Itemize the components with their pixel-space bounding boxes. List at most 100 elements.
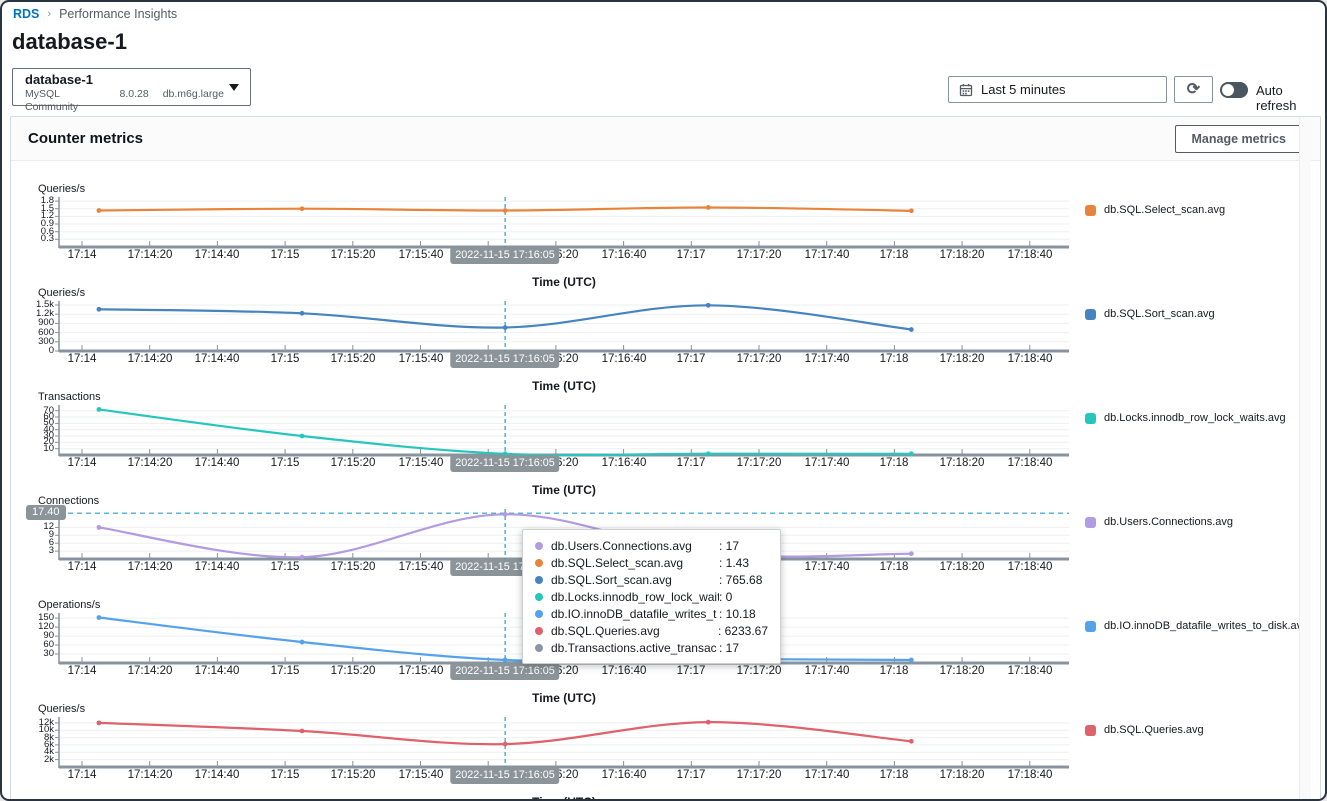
- y-tick-label: 0.3: [40, 233, 54, 245]
- x-tick-label: 17:18:40: [1007, 665, 1053, 677]
- legend-item-select-scan[interactable]: db.SQL.Select_scan.avg: [1085, 204, 1225, 216]
- series-dot-icon: [535, 575, 543, 584]
- time-range-selector[interactable]: Last 5 minutes: [948, 76, 1167, 103]
- x-tick-label: 17:17: [676, 249, 706, 261]
- legend-color-swatch: [1085, 620, 1096, 632]
- x-tick-label: 17:14: [67, 353, 97, 365]
- x-tick-label: 17:15:40: [398, 353, 444, 365]
- y-tick-label: 0: [48, 345, 54, 356]
- database-instance-class: db.m6g.large: [162, 88, 224, 100]
- x-tick-label: 17:14:40: [194, 769, 240, 781]
- y-tick-label: 1.8: [40, 195, 54, 207]
- x-tick-label: 17:17:40: [804, 457, 850, 469]
- x-tick-label: 17:17: [676, 353, 706, 365]
- refresh-button[interactable]: ⟳: [1174, 76, 1213, 103]
- y-tick-label: 90: [43, 630, 54, 642]
- database-selector-dropdown[interactable]: database-1 MySQL Community 8.0.28 db.m6g…: [12, 68, 251, 113]
- legend-item-connections[interactable]: db.Users.Connections.avg: [1085, 516, 1233, 528]
- series-dot-icon: [535, 643, 543, 652]
- legend-label: db.Users.Connections.avg: [1104, 516, 1234, 528]
- x-tick-label: 17:14: [67, 249, 97, 261]
- x-tick-label: 17:15: [270, 769, 300, 781]
- refresh-icon: ⟳: [1186, 80, 1201, 98]
- legend-color-swatch: [1085, 412, 1096, 424]
- x-axis-title: Time (UTC): [532, 691, 596, 705]
- x-tick-label: 17:14:40: [194, 249, 240, 261]
- tooltip-row: db.Transactions.active_transac: 17: [535, 639, 768, 656]
- x-tick-label: 17:14:20: [127, 561, 173, 573]
- x-axis-title: Time (UTC): [532, 795, 596, 799]
- x-tick-label: 17:14:20: [127, 353, 173, 365]
- panel-scrollbar[interactable]: [1299, 117, 1311, 799]
- legend-item-sql-queries[interactable]: db.SQL.Queries.avg: [1085, 724, 1204, 736]
- legend-item-row-lock-waits[interactable]: db.Locks.innodb_row_lock_waits.avg: [1085, 412, 1286, 424]
- x-tick-label: 17:15:40: [398, 561, 444, 573]
- auto-refresh-toggle[interactable]: [1220, 82, 1248, 98]
- x-tick-label: 17:14: [67, 769, 97, 781]
- x-tick-label: 17:15:40: [398, 457, 444, 469]
- database-selector-meta: MySQL Community 8.0.28 db.m6g.large: [25, 88, 224, 114]
- x-tick-label: 17:16:40: [601, 665, 647, 677]
- y-tick-label: 30: [43, 430, 54, 441]
- chart-plot-row-lock-waits[interactable]: [55, 405, 1069, 457]
- x-tick-label: 17:18:20: [939, 665, 985, 677]
- legend-item-sort-scan[interactable]: db.SQL.Sort_scan.avg: [1085, 308, 1215, 320]
- chart-y-axis-title: Queries/s: [38, 183, 86, 195]
- x-tick-label: 17:18:20: [939, 249, 985, 261]
- legend-color-swatch: [1085, 516, 1096, 528]
- manage-metrics-button[interactable]: Manage metrics: [1174, 124, 1303, 153]
- panel-title: Counter metrics: [28, 130, 144, 147]
- x-tick-label: 17:16:40: [601, 353, 647, 365]
- database-selector-name: database-1: [25, 72, 93, 87]
- x-tick-label: 17:17:20: [736, 665, 782, 677]
- tooltip-row: db.SQL.Queries.avg: 6233.67: [535, 622, 768, 639]
- y-tick-label: 70: [43, 404, 54, 416]
- crosshair-time-badge: 2022-11-15 17:16:05: [450, 767, 560, 784]
- x-tick-label: 17:15: [270, 665, 300, 677]
- legend-color-swatch: [1085, 308, 1096, 320]
- x-tick-label: 17:15:40: [398, 769, 444, 781]
- calendar-icon: [959, 83, 973, 96]
- chart-y-axis-title: Operations/s: [38, 599, 101, 611]
- y-tick-label: 50: [43, 417, 54, 429]
- y-tick-label: 1.2: [40, 210, 54, 222]
- series-dot-icon: [535, 592, 543, 601]
- chart-y-axis-title: Connections: [38, 495, 100, 507]
- y-tick-label: 600: [38, 326, 54, 338]
- tooltip-metric-value: : 17: [719, 640, 740, 655]
- x-tick-label: 17:18: [879, 249, 909, 261]
- y-tick-label: 900: [38, 317, 54, 329]
- x-tick-label: 17:14:20: [127, 769, 173, 781]
- x-tick-label: 17:18: [879, 665, 909, 677]
- breadcrumb-current-page: Performance Insights: [59, 7, 178, 21]
- breadcrumb-rds-link[interactable]: RDS: [13, 7, 40, 21]
- x-tick-label: 17:17: [676, 665, 706, 677]
- y-tick-label: 40: [43, 423, 54, 435]
- tooltip-metric-name: db.Transactions.active_transac: [551, 640, 717, 655]
- x-tick-label: 17:18: [879, 457, 909, 469]
- x-tick-label: 17:17:20: [736, 769, 782, 781]
- legend-color-swatch: [1085, 204, 1096, 216]
- tooltip-metric-value: : 17: [719, 538, 740, 553]
- x-tick-label: 17:18:40: [1007, 769, 1053, 781]
- x-tick-label: 17:15:20: [330, 457, 376, 469]
- crosshair-time-badge: 2022-11-15 17:16:05: [450, 247, 560, 264]
- chart-plot-sort-scan[interactable]: [55, 301, 1069, 353]
- y-tick-label: 300: [38, 335, 54, 347]
- series-dot-icon: [535, 558, 543, 567]
- y-tick-label: 12k: [38, 716, 54, 728]
- counter-metrics-panel: Counter metrics Manage metrics: [10, 116, 1321, 799]
- chart-plot-sql-queries[interactable]: [55, 717, 1069, 769]
- chart-plot-select-scan[interactable]: [55, 197, 1069, 249]
- y-tick-label: 2k: [43, 753, 54, 765]
- time-range-value: Last 5 minutes: [981, 82, 1066, 97]
- legend-item-io-writes[interactable]: db.IO.innoDB_datafile_writes_to_disk.avg: [1085, 620, 1308, 632]
- crosshair-time-badge: 2022-11-15 17:16:05: [450, 351, 560, 368]
- tooltip-row: db.IO.innoDB_datafile_writes_t: 10.18: [535, 605, 768, 622]
- x-tick-label: 17:15: [270, 561, 300, 573]
- x-tick-label: 17:17:40: [804, 353, 850, 365]
- chart-y-axis-title: Queries/s: [38, 287, 86, 299]
- x-tick-label: 17:15:20: [330, 353, 376, 365]
- y-tick-label: 0.9: [40, 218, 54, 230]
- x-tick-label: 17:17: [676, 769, 706, 781]
